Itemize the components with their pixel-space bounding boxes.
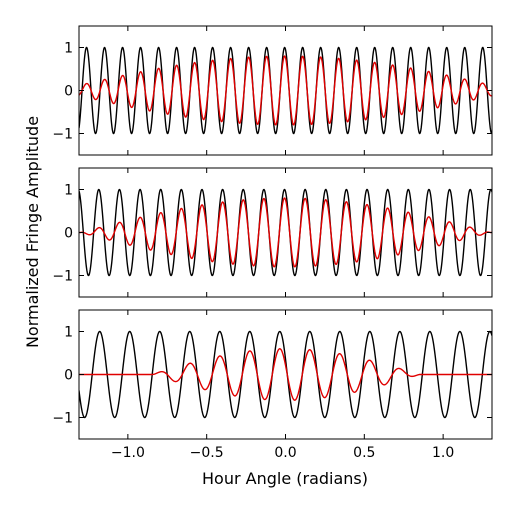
x-tick-label: −0.5 (190, 445, 224, 461)
y-tick-label: −1 (52, 127, 73, 143)
black-fringe-line (79, 330, 492, 419)
x-tick-label: 1.0 (432, 445, 454, 461)
red-fringe-line (79, 55, 492, 126)
y-tick-label: 1 (64, 41, 73, 57)
black-fringe-line (79, 46, 492, 135)
x-axis-label: Hour Angle (radians) (202, 469, 368, 488)
y-tick-label: 0 (64, 226, 73, 242)
y-axis-label: Normalized Fringe Amplitude (23, 116, 42, 348)
panel-top: −1 0 1 (52, 25, 493, 156)
y-tick-label: −1 (52, 269, 73, 285)
x-tick-label: 0.5 (353, 445, 375, 461)
black-fringe-line (79, 188, 492, 277)
y-tick-label: 0 (64, 368, 73, 384)
red-fringe-line (79, 197, 492, 268)
y-tick-label: 1 (64, 325, 73, 341)
x-tick-label: 0.0 (274, 445, 296, 461)
y-tick-label: 1 (64, 183, 73, 199)
red-fringe-line (79, 348, 492, 401)
x-tick-label: −1.0 (111, 445, 145, 461)
panels: −1 0 1 −1 0 1 −1.0 −0.5 0.0 0.5 1.0 −1 0 1 (52, 25, 493, 461)
y-tick-label: 0 (64, 84, 73, 100)
panel-bottom: −1.0 −0.5 0.0 0.5 1.0 −1 0 1 (52, 309, 493, 461)
panel-middle: −1 0 1 (52, 167, 493, 298)
y-tick-label: −1 (52, 411, 73, 427)
